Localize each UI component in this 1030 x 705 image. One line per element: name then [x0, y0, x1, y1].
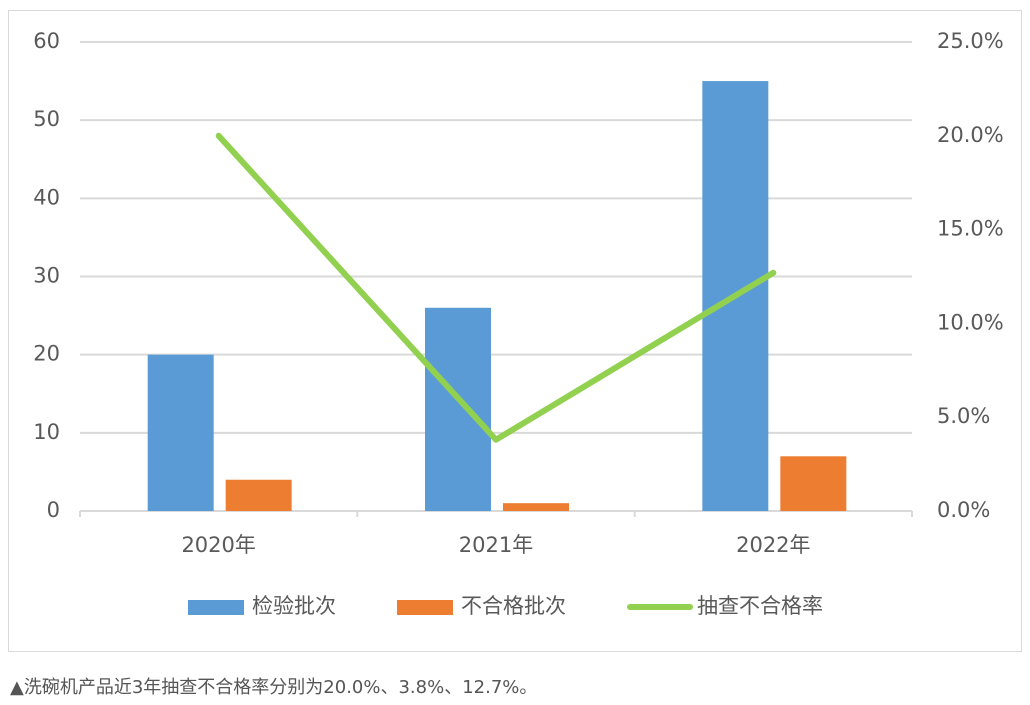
y-tick-label: 50	[33, 107, 60, 131]
legend-label: 检验批次	[252, 594, 336, 618]
line	[215, 132, 777, 443]
x-tick-label: 2020年	[181, 533, 255, 557]
y2-tick-label: 15.0%	[937, 217, 1004, 241]
bar	[225, 479, 292, 511]
legend-swatch	[188, 600, 244, 615]
y-tick-label: 30	[33, 264, 60, 288]
y-tick-label: 10	[33, 420, 60, 444]
y2-tick-label: 20.0%	[937, 123, 1004, 147]
bar	[780, 456, 847, 511]
y-tick-label: 0	[47, 498, 60, 522]
y-tick-label: 60	[33, 29, 60, 53]
y-tick-label: 40	[33, 185, 60, 209]
y2-tick-label: 10.0%	[937, 310, 1004, 334]
y-tick-label: 20	[33, 342, 60, 366]
bar	[503, 503, 569, 511]
y2-tick-label: 0.0%	[937, 498, 990, 522]
y2-tick-label: 5.0%	[937, 404, 990, 428]
bar	[147, 354, 214, 511]
caption: ▲洗碗机产品近3年抽查不合格率分别为20.0%、3.8%、12.7%。	[10, 677, 537, 698]
x-tick-label: 2022年	[736, 533, 810, 557]
legend-label: 不合格批次	[461, 594, 566, 618]
legend-label: 抽查不合格率	[697, 594, 823, 618]
legend-swatch	[397, 600, 453, 615]
chart-frame	[8, 10, 1022, 652]
bar	[425, 307, 491, 511]
x-tick-label: 2021年	[459, 533, 533, 557]
y2-tick-label: 25.0%	[937, 29, 1004, 53]
